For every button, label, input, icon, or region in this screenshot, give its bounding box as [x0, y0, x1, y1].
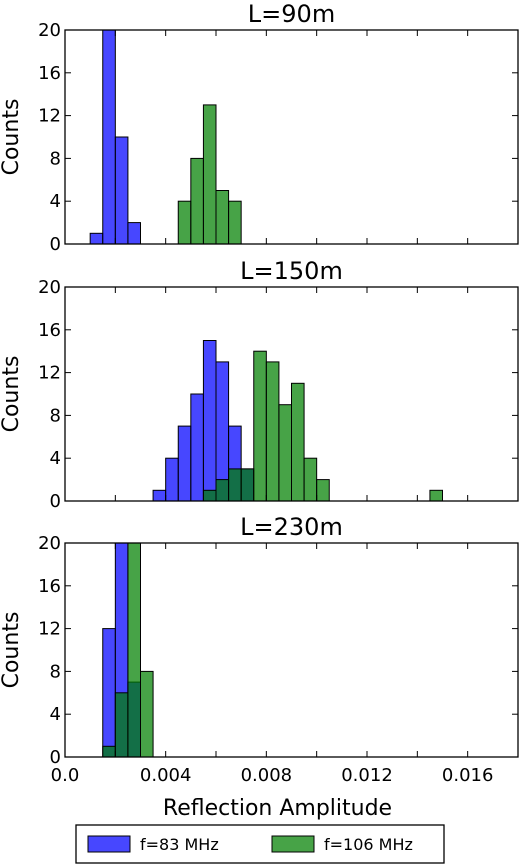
y-tick-label: 12 — [38, 619, 61, 640]
plot-frame — [64, 286, 519, 502]
y-tick-label: 4 — [50, 704, 61, 725]
y-tick-label: 16 — [38, 576, 61, 597]
y-axis-label: Counts — [0, 612, 24, 689]
y-tick-label: 20 — [38, 20, 61, 41]
y-tick-label: 20 — [38, 533, 61, 554]
bar-green — [429, 489, 443, 501]
bars — [89, 30, 242, 244]
bar-blue — [102, 30, 116, 244]
bar-green — [215, 479, 230, 501]
y-tick-label: 8 — [50, 661, 61, 682]
bar-green — [114, 692, 129, 757]
legend-box — [75, 824, 445, 864]
bar-green — [291, 382, 305, 501]
bar-green — [202, 489, 217, 501]
y-tick-label: 0 — [50, 491, 61, 512]
x-tick-label: 0.012 — [341, 765, 393, 786]
bar-green — [265, 361, 280, 501]
bar-green — [127, 543, 141, 757]
y-tick-label: 16 — [38, 63, 61, 84]
x-tick-label: 0.016 — [442, 765, 494, 786]
y-tick-label: 20 — [38, 277, 61, 298]
y-tick-label: 16 — [38, 320, 61, 341]
x-tick-label: 0.008 — [241, 765, 293, 786]
x-tick-label: 0.004 — [140, 765, 192, 786]
bar-blue — [89, 232, 104, 244]
plot-frame — [64, 542, 519, 758]
bar-blue — [114, 136, 129, 244]
bar-green — [240, 468, 255, 501]
bar-blue — [177, 425, 192, 501]
y-tick-label: 4 — [50, 448, 61, 469]
bar-green — [177, 200, 192, 244]
bar-green — [228, 468, 242, 501]
bar-blue — [102, 628, 116, 757]
y-tick-label: 8 — [50, 405, 61, 426]
bar-blue — [152, 489, 167, 501]
bar-green — [215, 190, 230, 244]
bars — [102, 543, 154, 757]
y-tick-label: 12 — [38, 363, 61, 384]
bar-green — [316, 479, 330, 501]
panel-title: L=90m — [248, 0, 335, 28]
bars — [152, 340, 443, 501]
x-tick-label: 0.0 — [51, 765, 80, 786]
bar-green — [303, 457, 318, 501]
bar-green — [102, 745, 116, 757]
bar-blue — [202, 340, 217, 501]
legend-swatch-green — [271, 835, 315, 853]
legend-label: f=83 MHz — [140, 835, 219, 854]
legend-swatch-blue — [87, 835, 131, 853]
y-tick-label: 0 — [50, 747, 61, 768]
bar-green — [190, 157, 204, 244]
legend-label: f=106 MHz — [324, 835, 413, 854]
bar-green — [140, 670, 154, 757]
bar-blue — [165, 457, 179, 501]
y-tick-label: 0 — [50, 234, 61, 255]
y-tick-label: 8 — [50, 148, 61, 169]
y-tick-label: 12 — [38, 106, 61, 127]
bar-blue — [190, 393, 204, 501]
y-axis-label: Counts — [0, 99, 24, 176]
panel-3: L=230m 0 4 8 12 16 20 0.0 0.004 0.008 0.012 0.016 Co… — [0, 513, 519, 821]
panel-1: L=90m 0 4 8 12 16 20 Counts — [0, 0, 519, 255]
x-axis-label: Reflection Amplitude — [163, 796, 392, 821]
bar-green — [228, 200, 242, 244]
panel-2: L=150m 0 4 8 12 16 20 Counts — [0, 257, 519, 512]
bar-green — [253, 350, 267, 501]
bar-blue — [127, 222, 141, 244]
bar-green — [278, 404, 292, 501]
plot-frame — [64, 29, 519, 245]
legend: f=83 MHz f=106 MHz — [75, 824, 445, 864]
y-axis-label: Counts — [0, 356, 24, 433]
panel-title: L=230m — [240, 513, 343, 541]
panel-title: L=150m — [240, 257, 343, 285]
bar-green — [202, 104, 217, 244]
y-tick-label: 4 — [50, 191, 61, 212]
